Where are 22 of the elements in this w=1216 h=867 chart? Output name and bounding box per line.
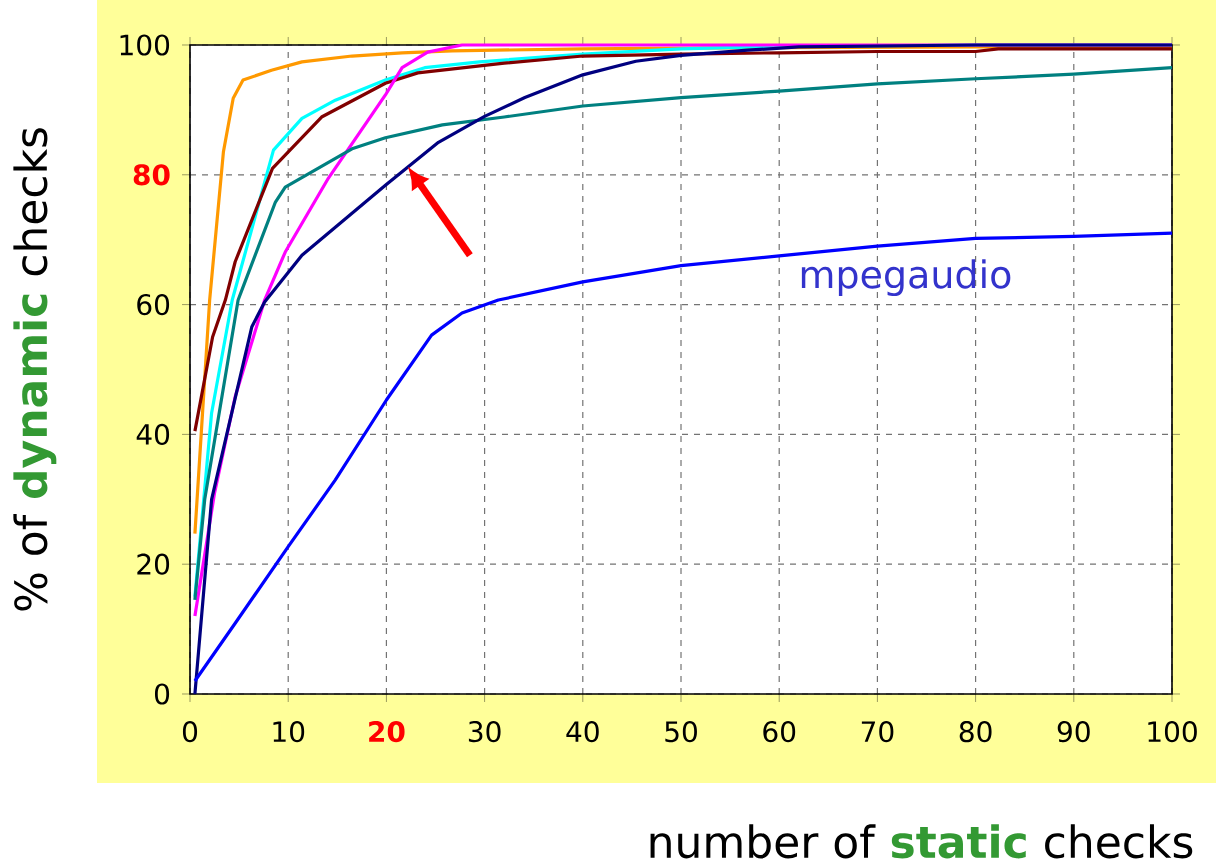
x-tick-label: 0 <box>182 721 198 743</box>
x-tick-label: 30 <box>468 721 501 743</box>
x-tick-label: 80 <box>959 721 992 743</box>
line-series <box>193 47 1174 433</box>
x-tick-label: 100 <box>1148 721 1197 743</box>
y-tick-label: 40 <box>136 423 170 445</box>
x-tick-label: 50 <box>665 721 697 743</box>
y-tick-label: 100 <box>120 34 170 56</box>
x-tick-label: 90 <box>1057 721 1090 743</box>
y-tick-label: 0 <box>154 683 170 705</box>
y-tick-label: 60 <box>137 293 170 316</box>
x-tick-label: 20 <box>369 721 405 743</box>
x-tick-label: 70 <box>861 721 894 743</box>
y-tick-label: 20 <box>137 553 170 575</box>
x-axis-title: number of static checks <box>650 824 1193 859</box>
line-series <box>193 231 1174 683</box>
x-tick-label: 10 <box>273 721 305 743</box>
y-axis-title: % of dynamic checks <box>13 128 57 611</box>
x-tick-label: 60 <box>763 721 796 743</box>
y-tick-label: 80 <box>133 164 170 186</box>
series-label: mpegaudio <box>801 259 1011 297</box>
x-tick-label: 40 <box>566 721 599 743</box>
